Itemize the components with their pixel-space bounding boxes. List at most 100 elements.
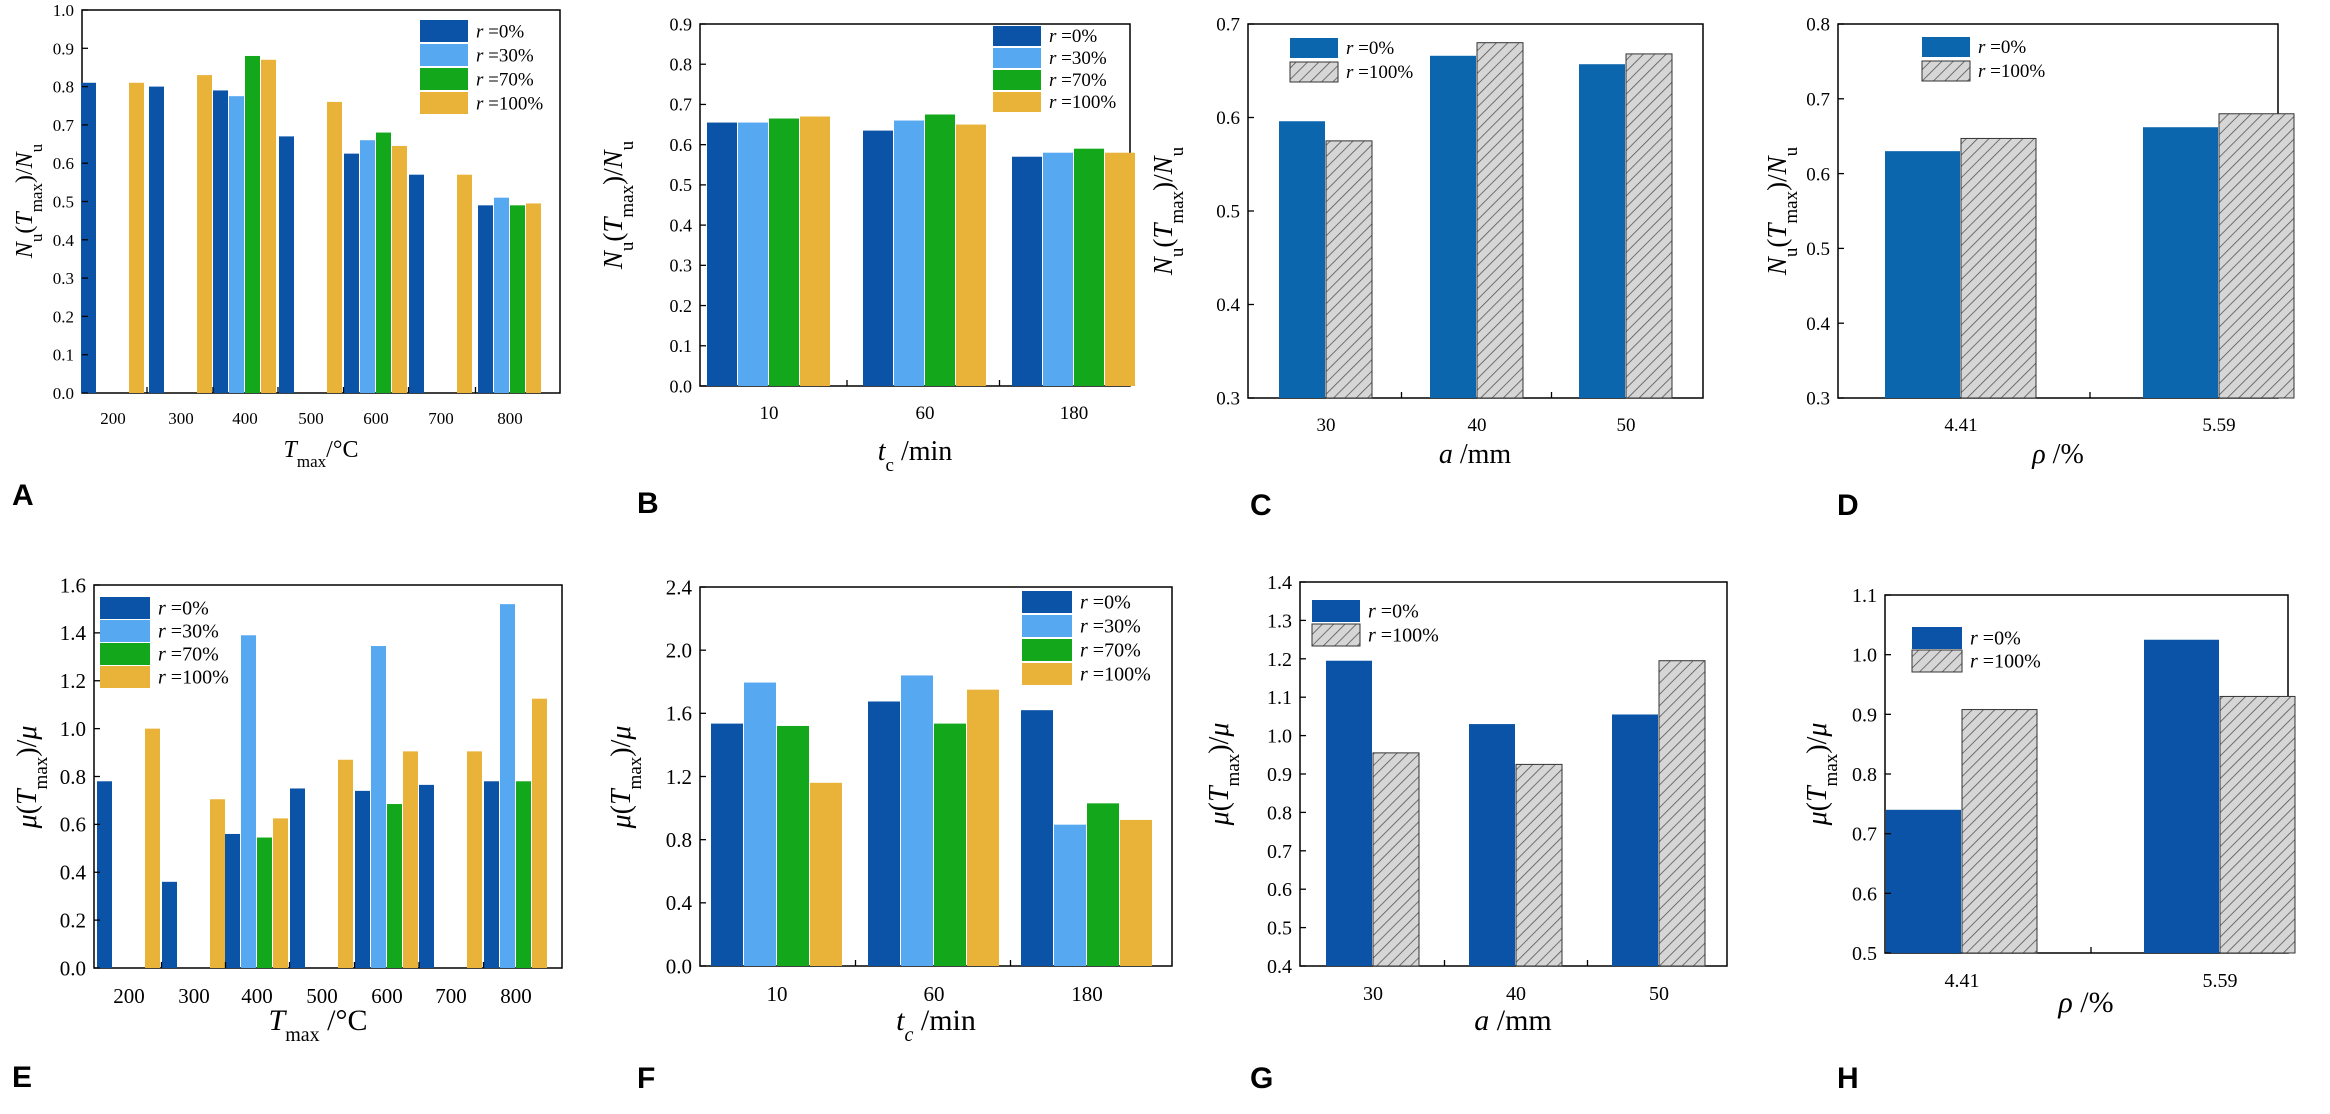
ytick-label-H: 0.8: [1852, 764, 1877, 786]
legend-label-B: r =30%: [1049, 48, 1107, 69]
legend-swatch-G: [1311, 623, 1361, 647]
y-axis-label-C: Nu(Tmax)/Nu: [1148, 146, 1188, 276]
xtick-label-C: 40: [1468, 415, 1487, 436]
ytick-label-H: 0.5: [1852, 943, 1877, 965]
yticks-E: 0.0 0.2 0.4 0.6 0.8 1.0 1.2 1.4 1.6: [60, 573, 100, 980]
panel-E: 0.0 0.2 0.4 0.6 0.8 1.0 1.2 1.4 1.6 200 300 400 500…: [12, 573, 563, 1094]
bar-D-5.59-1: [2218, 113, 2295, 399]
legend-swatch-E: [100, 620, 150, 642]
ytick-label-B: 0.8: [670, 55, 693, 75]
ytick-label-D: 0.4: [1806, 314, 1830, 335]
panel-letter-B: B: [637, 487, 659, 520]
ytick-label-B: 0.0: [670, 376, 693, 396]
legend-swatch-F: [1022, 591, 1072, 613]
bar-E-600-0: [355, 790, 370, 968]
bar-A-200-3: [129, 82, 144, 394]
ytick-label-F: 2.0: [666, 639, 692, 663]
bars-B: [707, 114, 1135, 387]
xticks-D: 4.41 5.59: [1944, 392, 2236, 436]
bar-A-800-3: [526, 203, 541, 393]
bar-H-5.59-1: [2219, 695, 2296, 954]
bar-F-60-2: [934, 723, 966, 966]
bar-E-500-0: [290, 788, 305, 968]
panel-letter-C: C: [1250, 489, 1272, 522]
ytick-label-A: 0.1: [53, 346, 74, 365]
bar-C-30-1: [1325, 140, 1373, 399]
bar-E-700-3: [467, 751, 482, 968]
ytick-label-A: 0.6: [53, 154, 74, 173]
xtick-label-A: 600: [363, 409, 389, 428]
x-axis-label-E: Tmax /°C: [269, 1004, 368, 1046]
legend-label-H: r =100%: [1970, 650, 2041, 672]
panel-H: 0.5 0.6 0.7 0.8 0.9 1.0 1.1 4.41 5.59 μ(Tmax)/μ…: [1802, 585, 2296, 1095]
bar-C-50-1: [1625, 53, 1673, 399]
xtick-label-A: 800: [497, 409, 523, 428]
bar-F-10-3: [810, 782, 842, 966]
ytick-label-A: 0.2: [53, 307, 74, 326]
legend-F: r =0%r =30%r =70%r =100%: [1022, 591, 1151, 685]
bar-A-500-0: [279, 136, 294, 393]
legend-swatch-E: [100, 666, 150, 688]
panel-letter-F: F: [637, 1062, 655, 1095]
legend-D: r =0% r =100%: [1921, 37, 2045, 82]
ytick-label-B: 0.2: [670, 296, 693, 316]
ytick-label-H: 0.6: [1852, 883, 1877, 905]
panel-G: 0.4 0.5 0.6 0.7 0.8 0.9 1.0 1.1 1.2 1.3 1.4 30 40 50…: [1204, 572, 1728, 1095]
bar-C-40-1: [1476, 42, 1524, 399]
x-axis-label-F: tc /min: [896, 1004, 976, 1046]
ytick-label-A: 0.0: [53, 384, 74, 403]
ytick-label-A: 1.0: [53, 1, 74, 20]
legend-label-A: r =30%: [476, 45, 534, 66]
ytick-label-E: 0.6: [60, 813, 86, 837]
legend-label-G: r =100%: [1368, 624, 1439, 646]
xtick-label-A: 400: [232, 409, 258, 428]
bar-E-600-3: [403, 751, 418, 968]
bar-B-60-3: [956, 124, 986, 387]
ytick-label-G: 0.9: [1267, 764, 1292, 786]
x-axis-label-D: ρ /%: [2031, 439, 2084, 470]
yticks-B: 0.0 0.1 0.2 0.3 0.4 0.5 0.6 0.7 0.8 0.9: [670, 14, 706, 396]
ytick-label-A: 0.5: [53, 192, 74, 211]
bars-D: [1885, 113, 2295, 399]
panel-A: 0.0 0.1 0.2 0.3 0.4 0.5 0.6 0.7 0.8 0.9 1.0 200 300…: [12, 1, 561, 512]
yticks-C: 0.3 0.4 0.5 0.6 0.7: [1216, 15, 1254, 410]
x-axis-label-H: ρ /%: [2057, 986, 2113, 1019]
bar-C-40-0: [1430, 55, 1476, 398]
bar-B-60-0: [863, 130, 893, 386]
bar-A-600-2: [376, 132, 391, 393]
bars-A: [81, 55, 541, 394]
bar-A-400-1: [229, 96, 244, 394]
bar-E-200-3: [145, 728, 160, 968]
legend-label-A: r =0%: [476, 21, 524, 42]
xtick-label-E: 200: [113, 984, 145, 1008]
bar-E-800-3: [532, 698, 547, 968]
legend-swatch-B: [993, 26, 1041, 46]
bar-D-5.59-0: [2143, 127, 2218, 398]
xtick-label-H: 4.41: [1945, 970, 1980, 992]
panel-D: 0.30.40.50.60.70.8 4.41 5.59 Nu(Tmax)/Nu …: [1762, 15, 2295, 522]
ytick-label-B: 0.6: [670, 135, 693, 155]
legend-swatch-D: [1921, 60, 1971, 82]
ytick-label-D: 0.8: [1806, 15, 1830, 36]
ytick-label-E: 1.4: [60, 621, 87, 645]
legend-swatch-C: [1289, 61, 1339, 83]
bar-H-5.59-0: [2144, 639, 2219, 953]
bar-B-180-0: [1012, 156, 1042, 386]
ytick-label-G: 0.8: [1267, 802, 1292, 824]
bar-A-200-0: [81, 82, 96, 394]
xtick-label-A: 200: [100, 409, 126, 428]
ytick-label-H: 1.1: [1852, 585, 1877, 607]
yticks-H: 0.5 0.6 0.7 0.8 0.9 1.0 1.1: [1852, 585, 1891, 965]
ytick-label-D: 0.3: [1806, 389, 1830, 410]
panel-B: 0.0 0.1 0.2 0.3 0.4 0.5 0.6 0.7 0.8 0.9 10 60 180 N…: [598, 14, 1135, 520]
legend-label-E: r =100%: [158, 666, 229, 688]
bar-G-40-1: [1515, 763, 1563, 967]
legend-swatch-H: [1912, 627, 1962, 649]
bars-G: [1326, 660, 1706, 967]
ytick-label-A: 0.8: [53, 78, 74, 97]
legend-label-C: r =100%: [1346, 62, 1413, 83]
xtick-label-B: 10: [760, 403, 779, 424]
bar-E-200-0: [97, 781, 112, 968]
ytick-label-C: 0.6: [1216, 108, 1240, 129]
x-axis-label-G: a /mm: [1474, 1004, 1552, 1037]
